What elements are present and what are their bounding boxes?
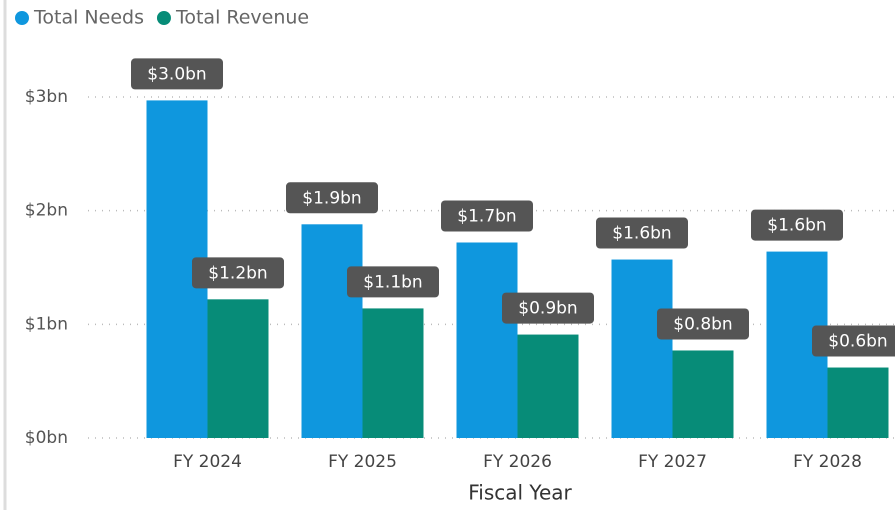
x-tick-label: FY 2024	[173, 452, 242, 472]
x-tick-label: FY 2028	[793, 452, 862, 472]
value-label: $0.6bn	[828, 332, 887, 352]
value-label-box	[347, 266, 439, 298]
bar	[362, 308, 424, 438]
value-label: $1.9bn	[302, 188, 361, 208]
value-label: $1.1bn	[363, 272, 422, 292]
bar	[456, 242, 518, 438]
value-label-box	[286, 182, 378, 214]
value-label: $1.2bn	[208, 263, 267, 283]
y-tick-label: $2bn	[25, 201, 68, 221]
x-tick-label: FY 2026	[483, 452, 552, 472]
legend-swatch	[156, 11, 171, 25]
value-label: $1.6bn	[767, 216, 826, 236]
bar	[827, 367, 889, 438]
legend-swatch	[15, 11, 29, 25]
value-label-box	[657, 308, 749, 340]
bar	[611, 259, 673, 438]
value-label-box	[596, 217, 688, 249]
y-tick-label: $0bn	[25, 428, 68, 448]
value-label-box	[131, 58, 223, 90]
y-tick-label: $3bn	[25, 87, 68, 107]
value-label: $1.7bn	[457, 206, 516, 226]
legend-label: Total Revenue	[175, 7, 309, 29]
value-label-box	[751, 209, 843, 241]
value-label: $1.6bn	[612, 224, 671, 244]
value-label: $0.9bn	[518, 299, 577, 319]
bar	[672, 350, 734, 438]
x-tick-label: FY 2025	[328, 452, 397, 472]
value-label-box	[192, 257, 284, 289]
legend-label: Total Needs	[33, 7, 144, 29]
y-tick-label: $1bn	[25, 314, 68, 334]
bar	[207, 299, 269, 438]
value-label: $3.0bn	[147, 64, 206, 84]
x-axis-title: Fiscal Year	[468, 481, 572, 505]
bar	[517, 334, 579, 438]
x-tick-label: FY 2027	[638, 452, 707, 472]
value-label-box	[502, 292, 594, 324]
value-label-box	[441, 200, 533, 232]
value-label-box	[812, 325, 895, 357]
bar	[301, 224, 363, 438]
value-label: $0.8bn	[673, 314, 732, 334]
